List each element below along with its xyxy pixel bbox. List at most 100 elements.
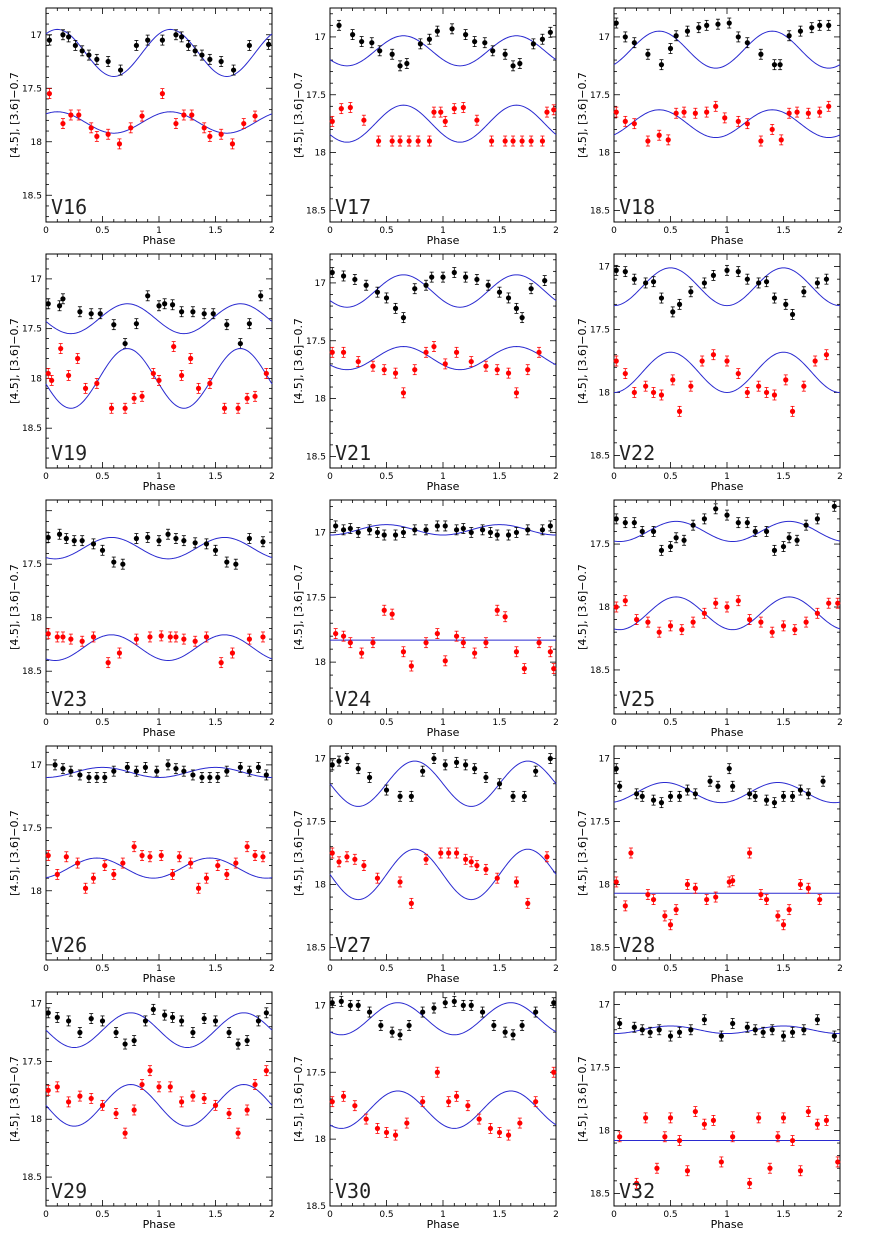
data-point-black <box>505 295 512 301</box>
data-point-red <box>465 1103 471 1109</box>
data-point-black <box>474 276 480 283</box>
data-point-red <box>645 619 651 625</box>
data-point-red <box>49 377 55 384</box>
chart-svg: 0 0.5 1 1.5 2 17 17.5 18 18.5 Phase [4.5], [3.6]−0… <box>576 991 843 1230</box>
data-point-black <box>392 532 399 538</box>
data-point-red <box>622 903 628 909</box>
y-tick-label: 18.5 <box>590 943 610 953</box>
data-point-black <box>763 797 770 803</box>
fit-curve-black <box>45 303 273 335</box>
data-point-black <box>224 559 230 565</box>
data-point-red <box>643 383 649 389</box>
x-tick-label: 2 <box>553 964 559 974</box>
data-point-black <box>60 766 66 772</box>
data-point-red <box>392 1132 399 1138</box>
data-point-red <box>88 1095 94 1102</box>
data-point-black <box>86 774 92 781</box>
data-point-black <box>173 766 179 772</box>
y-tick-label: 18.5 <box>306 452 326 462</box>
x-tick-label: 1 <box>724 964 730 974</box>
data-point-black <box>442 762 448 768</box>
data-point-black <box>707 778 713 784</box>
data-point-red <box>122 405 128 411</box>
data-point-red <box>169 871 176 877</box>
data-point-black <box>758 51 764 57</box>
y-tick-label: 17 <box>31 275 42 285</box>
data-point-red <box>90 875 97 881</box>
data-point-black <box>352 276 358 283</box>
data-point-red <box>451 106 457 112</box>
data-point-black <box>517 60 523 67</box>
data-point-black <box>468 1002 474 1008</box>
data-point-red <box>63 854 69 860</box>
data-point-red <box>156 377 162 384</box>
y-axis-title: [4.5], [3.6]−0.7 <box>576 564 589 650</box>
data-point-red <box>756 383 762 389</box>
data-point-black <box>111 322 117 328</box>
data-point-red <box>692 1108 698 1115</box>
data-point-red <box>494 607 500 613</box>
data-point-red <box>724 604 730 610</box>
data-point-black <box>255 764 262 770</box>
data-point-black <box>340 273 347 279</box>
data-point-black <box>801 1027 807 1033</box>
data-point-red <box>45 370 51 377</box>
data-point-black <box>190 772 196 778</box>
x-tick-label: 0 <box>611 472 617 482</box>
data-point-black <box>131 1037 137 1044</box>
fit-curve-black <box>45 28 273 77</box>
data-point-red <box>817 109 823 115</box>
data-point-black <box>510 63 516 69</box>
y-tick-label: 18 <box>599 149 611 159</box>
x-tick-label: 1.5 <box>492 1210 506 1220</box>
light-curve-panel-v27: 0 0.5 1 1.5 2 17 17.5 18 18.5 Phase [4.5], [3.6]−0… <box>284 738 574 984</box>
data-point-black <box>374 529 381 536</box>
y-tick-label: 18 <box>315 658 327 668</box>
data-point-black <box>667 793 674 799</box>
fit-curve-red <box>45 634 273 661</box>
light-curve-panel-v30: 0 0.5 1 1.5 2 17 17.5 18 18.5 Phase [4.5], [3.6]−0… <box>284 984 574 1230</box>
y-tick-label: 17 <box>31 761 42 771</box>
data-point-black <box>547 523 553 529</box>
data-point-red <box>453 850 460 856</box>
y-axis-title: [4.5], [3.6]−0.7 <box>576 1056 589 1142</box>
data-point-black <box>377 48 383 54</box>
x-tick-label: 1 <box>440 1210 446 1220</box>
x-axis-title: Phase <box>143 972 176 984</box>
data-point-black <box>56 531 63 537</box>
data-point-black <box>814 280 820 286</box>
data-point-black <box>622 520 628 526</box>
y-tick-label: 17.5 <box>306 593 326 603</box>
data-point-red <box>224 871 230 877</box>
data-point-black <box>133 321 139 327</box>
data-point-red <box>758 619 764 625</box>
data-point-black <box>383 787 390 793</box>
data-point-red <box>789 408 796 414</box>
x-tick-label: 1.5 <box>208 964 222 974</box>
x-tick-label: 2 <box>553 1210 559 1220</box>
x-tick-label: 2 <box>269 226 275 236</box>
data-point-red <box>442 658 448 664</box>
data-point-black <box>650 279 657 285</box>
data-point-black <box>400 315 407 321</box>
y-tick-label: 17 <box>315 33 326 43</box>
data-point-red <box>438 109 444 115</box>
x-tick-label: 2 <box>837 472 843 482</box>
fit-curve-red <box>45 1084 273 1127</box>
data-point-red <box>147 1068 153 1074</box>
data-point-red <box>758 138 764 144</box>
data-point-black <box>397 793 403 799</box>
data-point-black <box>224 768 230 774</box>
data-point-black <box>658 547 665 553</box>
data-point-red <box>631 121 637 127</box>
x-axis-title: Phase <box>711 480 744 492</box>
y-tick-label: 17.5 <box>22 325 42 335</box>
data-point-red <box>383 1129 390 1136</box>
data-point-red <box>539 138 546 144</box>
data-point-black <box>513 305 520 311</box>
data-point-black <box>643 280 649 286</box>
data-point-red <box>122 1130 128 1136</box>
data-point-black <box>363 282 369 288</box>
data-point-red <box>131 844 137 850</box>
y-tick-label: 18 <box>599 388 611 398</box>
